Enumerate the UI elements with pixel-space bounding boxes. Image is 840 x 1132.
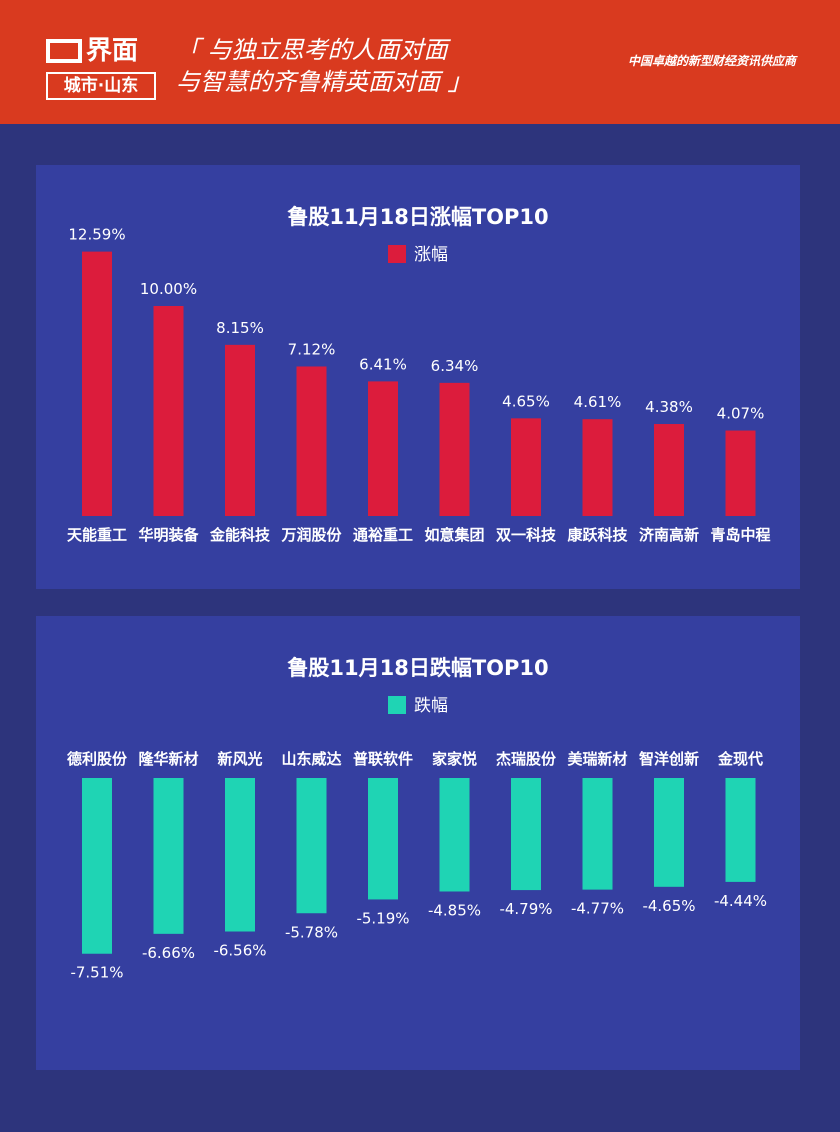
loss-value-label: -6.66% bbox=[142, 944, 195, 962]
slogan: 「 与独立思考的人面对面 与智慧的齐鲁精英面对面 」 bbox=[176, 34, 472, 98]
loss-category-label: 新风光 bbox=[217, 750, 262, 768]
logo-city: 城市·山东 bbox=[46, 72, 156, 100]
gain-category-label: 双一科技 bbox=[496, 526, 557, 544]
loss-bar bbox=[725, 778, 756, 882]
losers-chart: -7.51% 德利股份 -6.66% 隆华新材 -6.56% 新风光 -5.78% 山东威达 -… bbox=[67, 750, 767, 982]
gain-value-label: 4.65% bbox=[502, 392, 550, 410]
gainers-legend: 涨幅 bbox=[388, 245, 448, 265]
loss-category-label: 智洋创新 bbox=[639, 750, 699, 768]
losers-panel: 鲁股11月18日跌幅TOP10 跌幅 -7.51% 德利股份 -6.66% 隆华新材 -… bbox=[36, 616, 800, 1070]
gain-value-label: 12.59% bbox=[68, 226, 125, 244]
gainers-legend-label: 涨幅 bbox=[414, 245, 448, 265]
loss-category-label: 杰瑞股份 bbox=[496, 750, 557, 768]
gain-value-label: 4.61% bbox=[574, 393, 622, 411]
losers-title: 鲁股11月18日跌幅TOP10 bbox=[287, 656, 549, 680]
loss-bar bbox=[368, 778, 398, 900]
loss-bar bbox=[225, 778, 255, 932]
loss-bar bbox=[439, 778, 470, 892]
gain-bar bbox=[654, 424, 684, 516]
gain-bar bbox=[582, 419, 613, 516]
loss-value-label: -7.51% bbox=[70, 964, 123, 982]
gain-category-label: 华明装备 bbox=[138, 526, 199, 544]
slogan-line-2: 与智慧的齐鲁精英面对面 」 bbox=[176, 68, 472, 96]
gain-value-label: 10.00% bbox=[140, 280, 197, 298]
gain-bar bbox=[153, 306, 184, 516]
jiemian-logo: 界面 城市·山东 bbox=[46, 36, 156, 102]
gain-category-label: 万润股份 bbox=[280, 526, 342, 544]
gain-category-label: 青岛中程 bbox=[710, 526, 770, 544]
loss-value-label: -4.77% bbox=[571, 900, 624, 918]
losers-legend: 跌幅 bbox=[388, 696, 448, 716]
loss-value-label: -4.79% bbox=[499, 900, 552, 918]
gain-value-label: 4.38% bbox=[645, 398, 693, 416]
gain-category-label: 通裕重工 bbox=[353, 526, 413, 544]
loss-value-label: -6.56% bbox=[213, 942, 266, 960]
loss-value-label: -4.44% bbox=[714, 892, 767, 910]
gain-bar bbox=[225, 344, 255, 516]
gain-value-label: 6.34% bbox=[431, 357, 479, 375]
gainers-legend-swatch bbox=[388, 245, 406, 263]
loss-bar bbox=[654, 778, 684, 887]
loss-category-label: 美瑞新材 bbox=[567, 750, 627, 768]
logo-mark-icon bbox=[46, 39, 82, 63]
loss-value-label: -4.65% bbox=[642, 897, 695, 915]
loss-bar bbox=[582, 778, 613, 890]
header-banner: 界面 城市·山东 「 与独立思考的人面对面 与智慧的齐鲁精英面对面 」 中国卓越… bbox=[0, 0, 840, 124]
gain-category-label: 金能科技 bbox=[209, 526, 271, 544]
loss-bar bbox=[296, 778, 327, 914]
gain-value-label: 4.07% bbox=[717, 405, 765, 423]
loss-bar bbox=[82, 778, 112, 954]
loss-category-label: 隆华新材 bbox=[138, 750, 198, 768]
loss-value-label: -4.85% bbox=[428, 901, 481, 919]
gain-bar bbox=[368, 381, 398, 516]
gain-bar bbox=[725, 430, 756, 516]
gainers-panel: 鲁股11月18日涨幅TOP10 涨幅 12.59% 天能重工 10.00% 华明装备 8… bbox=[36, 165, 800, 589]
loss-bar bbox=[511, 778, 541, 891]
gain-bar bbox=[439, 382, 470, 516]
gainers-title: 鲁股11月18日涨幅TOP10 bbox=[287, 205, 549, 229]
loss-value-label: -5.78% bbox=[285, 923, 338, 941]
slogan-line-1: 「 与独立思考的人面对面 bbox=[176, 36, 448, 64]
logo-brand: 界面 bbox=[46, 36, 156, 66]
gain-bar bbox=[296, 366, 327, 516]
gain-value-label: 8.15% bbox=[216, 319, 264, 337]
gain-bar bbox=[82, 251, 112, 517]
tagline: 中国卓越的新型财经资讯供应商 bbox=[627, 54, 796, 68]
gain-category-label: 天能重工 bbox=[67, 526, 127, 544]
gain-value-label: 7.12% bbox=[288, 340, 336, 358]
loss-category-label: 德利股份 bbox=[67, 750, 128, 768]
gain-category-label: 济南高新 bbox=[639, 526, 699, 544]
gain-value-label: 6.41% bbox=[359, 355, 407, 373]
loss-bar bbox=[153, 778, 184, 934]
loss-category-label: 山东威达 bbox=[281, 750, 341, 768]
loss-category-label: 普联软件 bbox=[353, 750, 413, 768]
gain-bar bbox=[511, 418, 541, 516]
loss-category-label: 家家悦 bbox=[432, 750, 477, 768]
gain-category-label: 如意集团 bbox=[424, 526, 484, 544]
gainers-chart: 12.59% 天能重工 10.00% 华明装备 8.15% 金能科技 7.12% 万润股份 6.… bbox=[67, 226, 771, 544]
logo-brand-text: 界面 bbox=[86, 36, 139, 66]
gain-category-label: 康跃科技 bbox=[567, 526, 628, 544]
loss-category-label: 金现代 bbox=[717, 750, 763, 768]
losers-legend-swatch bbox=[388, 696, 406, 714]
losers-legend-label: 跌幅 bbox=[414, 696, 448, 716]
loss-value-label: -5.19% bbox=[356, 909, 409, 927]
